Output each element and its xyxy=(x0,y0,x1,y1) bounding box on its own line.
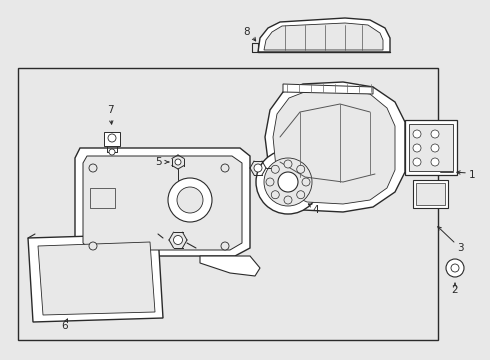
Bar xyxy=(18,68,438,340)
Text: 3: 3 xyxy=(457,243,464,253)
Circle shape xyxy=(221,242,229,250)
Text: 6: 6 xyxy=(62,321,68,331)
Circle shape xyxy=(173,235,182,244)
Polygon shape xyxy=(38,242,155,315)
Polygon shape xyxy=(265,82,405,212)
Circle shape xyxy=(302,178,310,186)
Text: 5: 5 xyxy=(155,157,161,167)
Bar xyxy=(413,180,448,208)
Bar xyxy=(405,120,457,175)
Polygon shape xyxy=(90,188,115,208)
Circle shape xyxy=(451,264,459,272)
Text: 8: 8 xyxy=(244,27,250,37)
Bar xyxy=(409,124,453,171)
Circle shape xyxy=(254,164,262,172)
Circle shape xyxy=(297,165,305,173)
Bar xyxy=(104,132,120,146)
Polygon shape xyxy=(28,234,163,322)
Circle shape xyxy=(271,191,279,199)
Circle shape xyxy=(177,187,203,213)
Polygon shape xyxy=(283,84,373,94)
Text: 2: 2 xyxy=(452,285,458,295)
Text: 1: 1 xyxy=(469,170,475,180)
Text: 7: 7 xyxy=(107,105,113,115)
Circle shape xyxy=(266,178,274,186)
Bar xyxy=(416,183,445,205)
Circle shape xyxy=(256,150,320,214)
Circle shape xyxy=(431,158,439,166)
Circle shape xyxy=(221,164,229,172)
Circle shape xyxy=(278,172,298,192)
Circle shape xyxy=(297,191,305,199)
Circle shape xyxy=(284,196,292,204)
Circle shape xyxy=(175,159,181,165)
Circle shape xyxy=(446,259,464,277)
Circle shape xyxy=(264,158,312,206)
Polygon shape xyxy=(258,18,390,52)
Circle shape xyxy=(431,144,439,152)
Circle shape xyxy=(413,158,421,166)
Circle shape xyxy=(168,178,212,222)
Circle shape xyxy=(413,144,421,152)
Text: 4: 4 xyxy=(313,205,319,215)
Circle shape xyxy=(271,165,279,173)
Polygon shape xyxy=(264,23,383,50)
Polygon shape xyxy=(273,90,395,204)
Circle shape xyxy=(89,242,97,250)
Polygon shape xyxy=(200,256,260,276)
Circle shape xyxy=(413,130,421,138)
Circle shape xyxy=(109,149,115,155)
Circle shape xyxy=(108,134,116,142)
Circle shape xyxy=(284,160,292,168)
Polygon shape xyxy=(83,156,242,250)
Circle shape xyxy=(89,164,97,172)
Polygon shape xyxy=(75,148,250,256)
Circle shape xyxy=(431,130,439,138)
